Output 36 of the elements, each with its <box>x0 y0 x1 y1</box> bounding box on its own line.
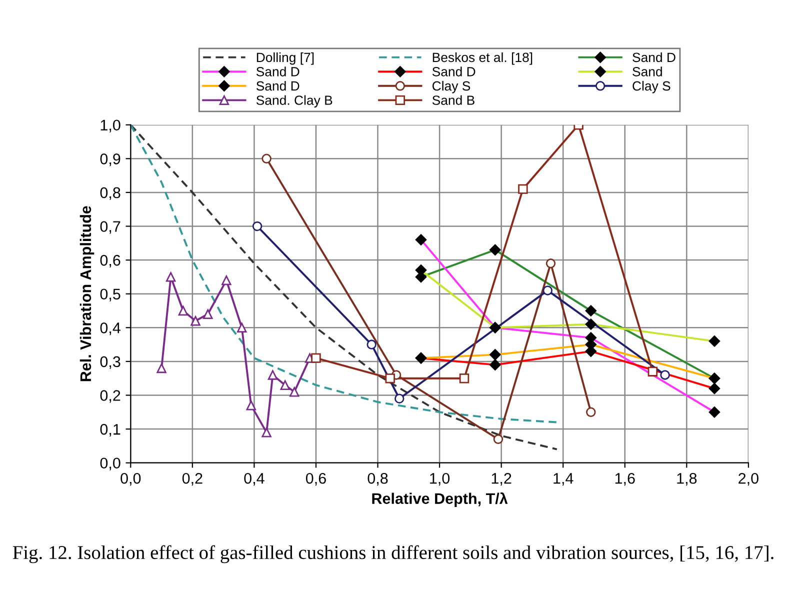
legend-label: Beskos et al. [18] <box>432 52 532 65</box>
legend-label: Sand D <box>256 66 300 76</box>
legend-label: Sand D <box>432 66 476 76</box>
y-tick-label: 1,0 <box>100 120 120 132</box>
y-tick-label: 0,2 <box>100 390 120 403</box>
y-tick-label: 0,7 <box>100 221 120 234</box>
legend-label: Sand <box>632 66 662 76</box>
legend-label: Sand D <box>632 52 676 62</box>
y-tick-label: 0,3 <box>100 356 120 369</box>
legend-label: Dolling [7] <box>256 52 314 65</box>
x-tick-label: 1,0 <box>430 472 450 486</box>
x-tick-label: 1,6 <box>615 472 635 486</box>
x-tick-label: 1,4 <box>554 473 574 486</box>
x-tick-label: 0,8 <box>368 472 388 486</box>
legend-label: Clay S <box>632 80 670 94</box>
x-tick-label: 1,2 <box>492 472 512 486</box>
x-tick-label: 0,2 <box>182 472 202 486</box>
x-tick-label: 1,8 <box>677 472 697 486</box>
x-tick-label: 0,6 <box>306 472 326 486</box>
legend-label: Clay S <box>432 80 470 94</box>
y-tick-label: 0,6 <box>100 254 120 268</box>
x-tick-label: 0,4 <box>244 472 264 486</box>
y-tick-label: 0,4 <box>100 322 120 336</box>
x-axis-title: Relative Depth, T/λ <box>372 492 508 507</box>
legend-label: Sand B <box>432 95 474 105</box>
y-tick-label: 0,0 <box>100 458 120 470</box>
y-tick-label: 0,5 <box>100 288 120 302</box>
y-tick-label: 0,9 <box>100 154 120 166</box>
y-tick-label: 0,8 <box>100 187 120 200</box>
caption: Fig. 12. Isolation effect of gas-filled cushions in different soils and vibration sources, [15, 16, 17]. <box>12 545 774 564</box>
y-tick-label: 0,1 <box>100 424 120 437</box>
x-tick-label: 0,0 <box>120 472 141 486</box>
y-axis-title: Rel. Vibration Amplitude <box>80 206 94 382</box>
legend-label: Sand. Clay B <box>256 95 332 108</box>
x-tick-label: 2,0 <box>738 472 758 486</box>
legend-label: Sand D <box>256 80 300 91</box>
